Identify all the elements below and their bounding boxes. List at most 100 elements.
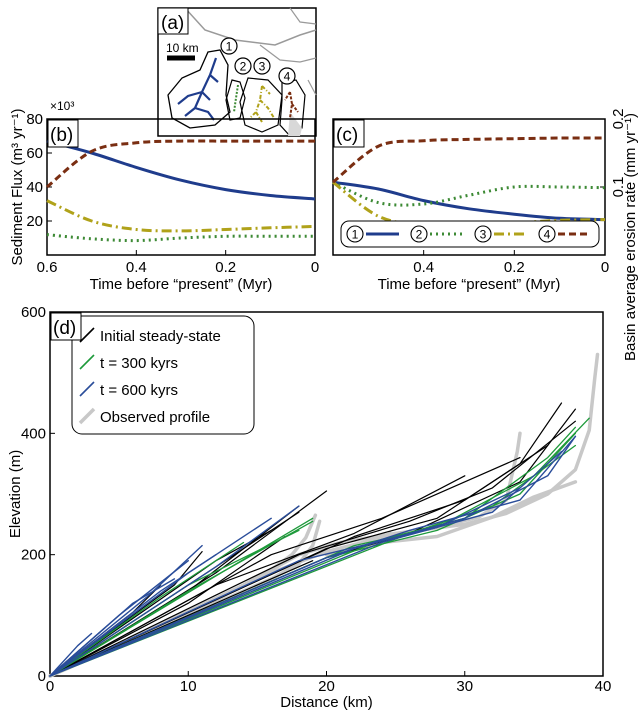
x-tick-label: 20 (318, 678, 335, 695)
panel-label: (d) (53, 318, 76, 339)
x-tick-label: 0 (311, 259, 319, 276)
plot-frame (46, 118, 316, 256)
x-tick-label: 0.6 (37, 259, 58, 276)
profile-line-t600 (49, 554, 217, 677)
catchment-outline-3 (239, 77, 283, 133)
legend-label: 1 (352, 228, 359, 242)
legend-box (71, 315, 255, 435)
x-tick-label: 40 (595, 678, 612, 695)
x-tick-label: 0 (601, 259, 609, 276)
series-line-2 (46, 233, 315, 243)
catchment-marker-label: 3 (259, 60, 266, 74)
y-tick-label: 40 (26, 179, 43, 196)
river-network-1 (177, 57, 219, 121)
y-tick-label: 0 (38, 668, 46, 685)
river-network-3 (249, 85, 275, 123)
inset-shade (288, 112, 302, 136)
profile-line-observed (48, 519, 322, 678)
y-tick-label: 60 (26, 145, 43, 162)
x-tick-label: 0.2 (215, 259, 236, 276)
x-axis-label: Distance (km) (280, 694, 373, 711)
legend-swatch (78, 407, 96, 425)
y-tick-label: 600 (21, 304, 46, 321)
legend-label: 4 (544, 228, 551, 242)
x-axis-label: Time before “present” (Myr) (378, 276, 561, 293)
legend-label: t = 600 kyrs (100, 382, 178, 399)
legend-marker (474, 225, 492, 243)
profile-line-t600 (49, 435, 577, 677)
inset-fault (289, 7, 317, 25)
y-axis-label: Basin average erosion rate (mm yr⁻¹) (622, 113, 639, 361)
y-tick-label: 400 (21, 425, 46, 442)
legend-box (340, 220, 600, 248)
scale-label: 10 km (166, 41, 199, 55)
panel-label-box (47, 119, 79, 148)
x-axis-label: Time before “present” (Myr) (90, 276, 273, 293)
series-line-2 (332, 180, 606, 207)
profile-line-initial (49, 475, 466, 677)
y-tick-label: 0.1 (610, 177, 627, 198)
inset-boundary (184, 7, 317, 46)
catchment-marker (278, 67, 296, 85)
inset-label: (a) (161, 13, 184, 34)
catchment-marker (234, 57, 252, 75)
legend-marker (410, 225, 428, 243)
legend-swatch (79, 354, 95, 370)
catchment-marker (253, 57, 271, 75)
y-tick-label: 200 (21, 547, 46, 564)
y-tick-label: 80 (26, 111, 43, 128)
inset-fault (307, 79, 317, 96)
x-tick-label: 10 (180, 678, 197, 695)
legend-label: 2 (416, 228, 423, 242)
panel-label: (b) (50, 125, 73, 146)
y-tick-label: 0.2 (610, 109, 627, 130)
series-line-3 (46, 199, 316, 233)
profile-line-t600 (49, 435, 577, 677)
river-network-2 (233, 84, 239, 113)
legend-swatch (79, 327, 95, 343)
y-axis-label: Elevation (m) (7, 450, 24, 538)
series-line-4 (46, 139, 315, 189)
legend-marker (538, 225, 556, 243)
catchment-marker-label: 2 (240, 60, 247, 74)
legend-marker (346, 225, 364, 243)
catchment-marker (220, 37, 238, 55)
x-tick-label: 0.4 (126, 259, 147, 276)
series-line-4 (332, 136, 606, 184)
series-line-1 (46, 139, 316, 201)
profile-line-t600 (49, 487, 521, 677)
y-axis-label: Sediment Flux (m³ yr⁻¹) (9, 108, 26, 265)
profile-line-t600 (49, 632, 93, 677)
profile-line-t600 (49, 544, 203, 677)
catchment-marker-label: 4 (284, 70, 291, 84)
y-tick-label: 20 (26, 213, 43, 230)
x-tick-label: 0.2 (504, 259, 525, 276)
catchment-outline-2 (225, 79, 246, 121)
profile-line-t600 (49, 578, 176, 677)
x-tick-label: 0.4 (413, 259, 434, 276)
series-line-1 (332, 180, 606, 222)
legend-label: Observed profile (100, 409, 210, 426)
inset-map: (a) 10 km 12 3 4 (157, 7, 317, 137)
panel-b: 0.6 0.4 0.2 0 20 40 60 80 ×10³ Time before “prese… (9, 99, 319, 293)
catchment-marker-label: 1 (226, 40, 233, 54)
legend-label: Initial steady-state (100, 328, 221, 345)
catchment-outline-1 (167, 49, 231, 129)
legend-label: 3 (480, 228, 487, 242)
panel-label: (c) (336, 125, 358, 146)
series-group-t600 (49, 435, 577, 677)
inset-label-box (157, 7, 189, 35)
x-tick-label: 0 (46, 678, 54, 695)
profile-line-t300 (49, 517, 314, 677)
profile-line-t600 (49, 505, 300, 677)
y-exponent-label: ×10³ (50, 99, 74, 113)
river-network-4 (284, 91, 299, 119)
inset-fault (259, 44, 317, 63)
profile-line-initial (49, 420, 576, 677)
profile-line-initial (49, 535, 286, 677)
inset-catchment-markers: 12 3 4 (220, 37, 296, 85)
legend-label: t = 300 kyrs (100, 355, 178, 372)
